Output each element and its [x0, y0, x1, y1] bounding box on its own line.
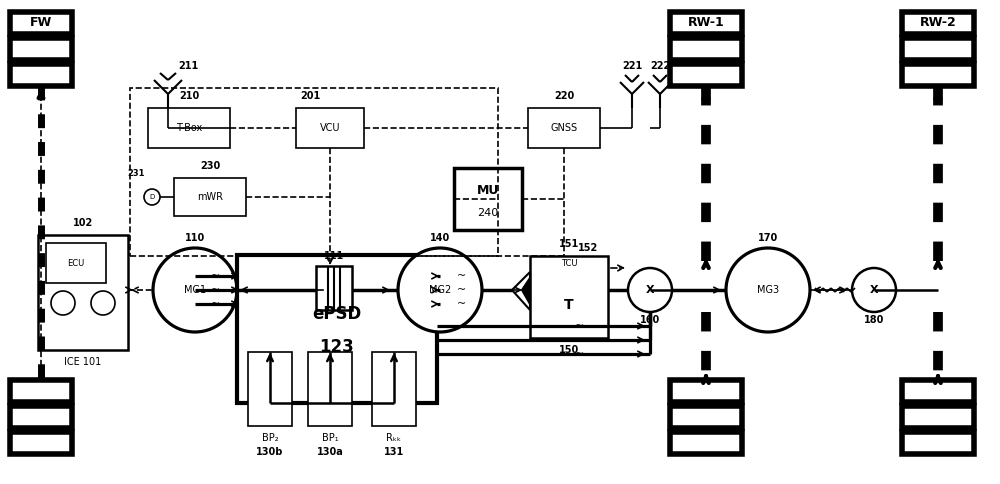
Text: 170: 170 — [758, 233, 778, 243]
Text: BP₁: BP₁ — [322, 433, 338, 443]
Text: BP₂: BP₂ — [262, 433, 278, 443]
FancyBboxPatch shape — [10, 38, 72, 60]
Text: mWR: mWR — [197, 192, 223, 202]
FancyBboxPatch shape — [10, 406, 72, 428]
Text: ePSD: ePSD — [312, 305, 362, 323]
FancyBboxPatch shape — [670, 38, 742, 60]
Text: GNSS: GNSS — [550, 123, 578, 133]
Text: ~: ~ — [457, 299, 467, 309]
FancyBboxPatch shape — [10, 12, 72, 34]
Text: ICE 101: ICE 101 — [64, 357, 102, 367]
Circle shape — [144, 189, 160, 205]
Text: ~: ~ — [575, 321, 585, 331]
Text: RW-2: RW-2 — [920, 15, 956, 29]
FancyBboxPatch shape — [454, 168, 522, 230]
Circle shape — [153, 248, 237, 332]
Text: 140: 140 — [430, 233, 450, 243]
FancyBboxPatch shape — [902, 64, 974, 86]
Text: 220: 220 — [554, 91, 574, 101]
Circle shape — [726, 248, 810, 332]
Text: 222: 222 — [650, 61, 670, 71]
Text: RW-1: RW-1 — [688, 15, 724, 29]
Text: VCU: VCU — [320, 123, 340, 133]
FancyBboxPatch shape — [372, 352, 416, 426]
FancyBboxPatch shape — [148, 108, 230, 148]
Text: 102: 102 — [73, 218, 93, 228]
Text: ~: ~ — [210, 299, 220, 309]
FancyBboxPatch shape — [670, 406, 742, 428]
Text: 211: 211 — [178, 61, 198, 71]
Text: 111: 111 — [324, 251, 344, 261]
Text: 110: 110 — [185, 233, 205, 243]
FancyBboxPatch shape — [46, 243, 106, 283]
Text: TCU: TCU — [561, 259, 577, 269]
Text: ~: ~ — [575, 335, 585, 345]
FancyBboxPatch shape — [902, 38, 974, 60]
Text: 152: 152 — [578, 243, 598, 253]
Text: 160: 160 — [640, 315, 660, 325]
Text: MU: MU — [477, 184, 499, 197]
Text: 221: 221 — [622, 61, 642, 71]
Text: 130a: 130a — [317, 447, 343, 457]
FancyBboxPatch shape — [316, 266, 352, 310]
FancyBboxPatch shape — [308, 352, 352, 426]
Polygon shape — [512, 272, 530, 310]
Text: Rₖₖ: Rₖₖ — [386, 433, 402, 443]
Text: 123: 123 — [320, 338, 354, 356]
Circle shape — [91, 291, 115, 315]
Text: ~: ~ — [457, 285, 467, 295]
FancyBboxPatch shape — [248, 352, 292, 426]
Circle shape — [628, 268, 672, 312]
FancyBboxPatch shape — [670, 12, 742, 34]
Text: MG3: MG3 — [757, 285, 779, 295]
FancyBboxPatch shape — [38, 235, 128, 350]
Text: X: X — [870, 285, 878, 295]
FancyBboxPatch shape — [296, 108, 364, 148]
Circle shape — [51, 291, 75, 315]
Text: T-Box: T-Box — [176, 123, 202, 133]
FancyBboxPatch shape — [528, 108, 600, 148]
FancyBboxPatch shape — [670, 64, 742, 86]
Circle shape — [398, 248, 482, 332]
Polygon shape — [522, 278, 530, 304]
Text: ~: ~ — [210, 271, 220, 281]
Text: X: X — [646, 285, 654, 295]
Text: ECU: ECU — [67, 258, 85, 268]
Text: 230: 230 — [200, 161, 220, 171]
Text: ~: ~ — [457, 271, 467, 281]
Text: 131: 131 — [384, 447, 404, 457]
Text: 180: 180 — [864, 315, 884, 325]
Text: 151: 151 — [559, 239, 579, 249]
Text: 210: 210 — [179, 91, 199, 101]
Text: D: D — [149, 194, 155, 200]
FancyBboxPatch shape — [10, 432, 72, 454]
FancyBboxPatch shape — [670, 432, 742, 454]
Text: MG1: MG1 — [184, 285, 206, 295]
FancyBboxPatch shape — [10, 380, 72, 402]
FancyBboxPatch shape — [237, 255, 437, 403]
Text: MG2: MG2 — [429, 285, 451, 295]
Text: FW: FW — [30, 15, 52, 29]
FancyBboxPatch shape — [10, 64, 72, 86]
Text: 130b: 130b — [256, 447, 284, 457]
Text: T: T — [564, 298, 574, 312]
Text: 240: 240 — [477, 208, 499, 218]
FancyBboxPatch shape — [902, 406, 974, 428]
Text: 150: 150 — [559, 345, 579, 355]
Text: ~: ~ — [210, 285, 220, 295]
Circle shape — [852, 268, 896, 312]
FancyBboxPatch shape — [902, 12, 974, 34]
FancyBboxPatch shape — [530, 256, 608, 338]
FancyBboxPatch shape — [902, 432, 974, 454]
Text: 231: 231 — [127, 169, 145, 179]
FancyBboxPatch shape — [670, 380, 742, 402]
Text: ~: ~ — [575, 349, 585, 359]
FancyBboxPatch shape — [902, 380, 974, 402]
FancyBboxPatch shape — [174, 178, 246, 216]
Text: 201: 201 — [300, 91, 320, 101]
